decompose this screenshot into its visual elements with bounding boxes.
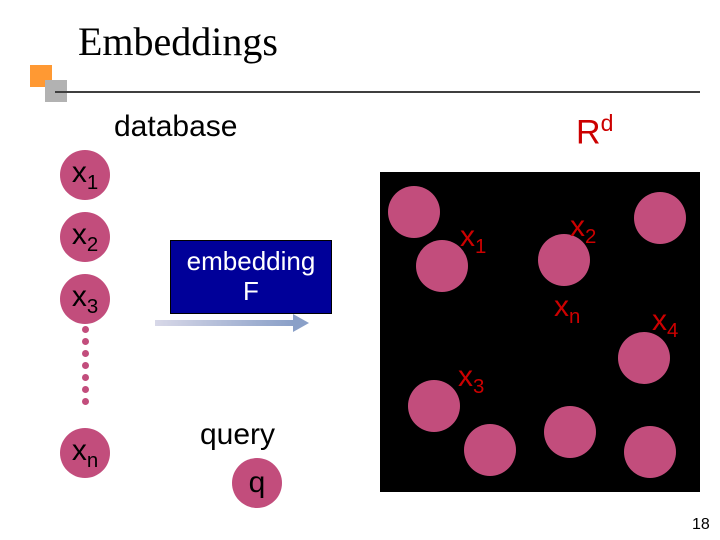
ellipsis-dot bbox=[82, 350, 89, 357]
query-disc: q bbox=[232, 458, 282, 508]
space-point-label: x1 bbox=[460, 220, 486, 259]
data-point-label: xn bbox=[72, 434, 98, 473]
data-point-disc: x2 bbox=[60, 212, 110, 262]
slide: Embeddings database x1 x2 x3 xn embedding … bbox=[0, 0, 720, 540]
space-point bbox=[624, 426, 676, 478]
space-point bbox=[408, 380, 460, 432]
space-point-label: xn bbox=[554, 290, 580, 329]
title-underline bbox=[55, 91, 700, 93]
data-point-label: x1 bbox=[72, 156, 98, 195]
ellipsis-dot bbox=[82, 398, 89, 405]
rd-sup: d bbox=[601, 110, 614, 136]
rd-base: R bbox=[576, 113, 601, 151]
page-title: Embeddings bbox=[78, 18, 278, 65]
data-point-label: x3 bbox=[72, 280, 98, 319]
embedding-label-line2: F bbox=[243, 277, 259, 307]
data-point-label: x2 bbox=[72, 218, 98, 257]
ellipsis-dot bbox=[82, 326, 89, 333]
rd-label: Rd bbox=[576, 110, 613, 152]
space-point-label: x4 bbox=[652, 304, 678, 343]
embedding-arrow bbox=[155, 320, 293, 326]
database-header: database bbox=[114, 110, 237, 144]
ellipsis-dot bbox=[82, 338, 89, 345]
space-point-label: x3 bbox=[458, 360, 484, 399]
embedding-label-line1: embedding bbox=[187, 247, 316, 277]
space-point bbox=[464, 424, 516, 476]
query-label: query bbox=[200, 418, 275, 452]
data-point-disc: x3 bbox=[60, 274, 110, 324]
ellipsis-dot bbox=[82, 362, 89, 369]
space-point bbox=[544, 406, 596, 458]
ellipsis-dot bbox=[82, 374, 89, 381]
space-point-label: x2 bbox=[570, 210, 596, 249]
data-point-disc: x1 bbox=[60, 150, 110, 200]
space-point bbox=[388, 186, 440, 238]
embedding-box: embedding F bbox=[170, 240, 332, 314]
embedding-arrow-head bbox=[293, 314, 309, 332]
ellipsis-dot bbox=[82, 386, 89, 393]
page-number: 18 bbox=[692, 516, 710, 534]
query-q: q bbox=[249, 466, 266, 500]
data-point-disc: xn bbox=[60, 428, 110, 478]
space-point bbox=[634, 192, 686, 244]
